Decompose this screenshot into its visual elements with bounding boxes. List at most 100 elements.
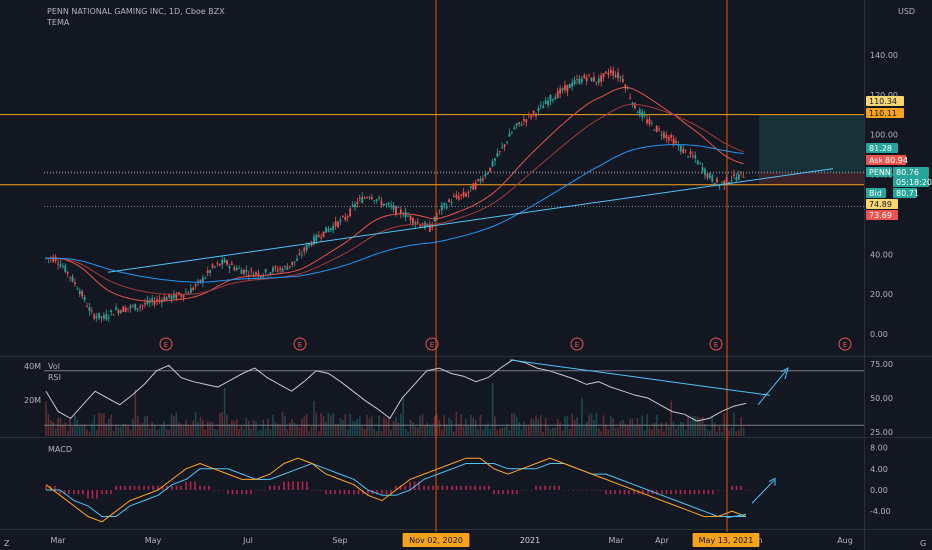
rsi-arrow bbox=[757, 370, 787, 406]
macd-histogram-bar bbox=[427, 485, 430, 490]
macd-histogram-bar bbox=[488, 485, 490, 490]
volume-bar bbox=[740, 416, 742, 436]
macd-histogram-bar bbox=[404, 485, 406, 490]
volume-bar bbox=[583, 427, 586, 436]
volume-bar bbox=[552, 428, 554, 436]
macd-histogram-bar bbox=[217, 490, 220, 491]
volume-bar bbox=[218, 412, 221, 436]
price-label-bg bbox=[893, 167, 929, 177]
macd-histogram-bar bbox=[390, 490, 392, 495]
macd-histogram-bar bbox=[721, 490, 724, 491]
volume-bar bbox=[276, 423, 279, 436]
volume-bar bbox=[416, 427, 419, 436]
volume-bar bbox=[151, 422, 154, 436]
volume-bar bbox=[378, 415, 380, 436]
candle-body bbox=[175, 293, 178, 299]
candle-body bbox=[124, 307, 127, 312]
candle-body bbox=[310, 243, 313, 246]
macd-histogram-bar bbox=[754, 490, 756, 491]
volume-bar bbox=[467, 425, 470, 436]
candle-body bbox=[223, 259, 226, 263]
candle-body bbox=[631, 102, 634, 106]
candle-body bbox=[274, 266, 277, 269]
candle-body bbox=[733, 173, 735, 176]
volume-bar bbox=[315, 412, 318, 436]
candle-body bbox=[460, 194, 463, 196]
candle-body bbox=[590, 77, 593, 82]
candle-body bbox=[684, 149, 687, 151]
candle-body bbox=[740, 171, 743, 173]
volume-bar bbox=[525, 426, 528, 436]
macd-arrow-head bbox=[768, 477, 776, 486]
macd-histogram-bar bbox=[357, 490, 360, 495]
volume-bar bbox=[441, 430, 443, 436]
volume-bar bbox=[267, 419, 269, 436]
x-marker-label: Nov 02, 2020 bbox=[409, 536, 463, 545]
price-label: 05:18:20 bbox=[896, 178, 932, 187]
corner-left-icon[interactable]: Z bbox=[4, 539, 10, 548]
candle-body bbox=[605, 71, 607, 73]
volume-bar bbox=[636, 417, 639, 436]
candle-body bbox=[173, 293, 175, 299]
volume-bar bbox=[713, 422, 716, 436]
price-label: Bid bbox=[869, 189, 882, 198]
macd-histogram-bar bbox=[175, 485, 178, 490]
volume-bar bbox=[223, 388, 226, 436]
x-tick-label: 2021 bbox=[520, 536, 540, 545]
candle-body bbox=[445, 205, 448, 209]
macd-histogram-bar bbox=[59, 490, 61, 495]
candle-body bbox=[387, 203, 390, 205]
macd-histogram-bar bbox=[740, 485, 742, 490]
macd-histogram-bar bbox=[726, 490, 728, 491]
volume-bar bbox=[148, 428, 151, 436]
candle-body bbox=[424, 222, 426, 229]
macd-histogram-bar bbox=[376, 490, 378, 495]
price-label-bg bbox=[893, 188, 917, 198]
volume-bar bbox=[358, 416, 361, 436]
macd-histogram-bar bbox=[325, 490, 327, 495]
macd-histogram-bar bbox=[670, 490, 672, 495]
volume-bar bbox=[173, 416, 175, 436]
volume-bar bbox=[520, 429, 523, 436]
candle-body bbox=[542, 105, 545, 109]
volume-bar bbox=[682, 422, 685, 436]
volume-bar bbox=[76, 419, 79, 436]
volume-bar bbox=[361, 426, 364, 436]
candle-body bbox=[532, 110, 535, 114]
earnings-icon bbox=[425, 337, 439, 351]
price-label-bg bbox=[866, 155, 886, 165]
candle-body bbox=[720, 182, 723, 183]
macd-histogram-bar bbox=[511, 490, 514, 495]
macd-histogram-bar bbox=[567, 490, 570, 491]
volume-bar bbox=[501, 427, 504, 436]
macd-line bbox=[45, 457, 747, 523]
volume-bar bbox=[127, 425, 129, 436]
candle-body bbox=[643, 115, 646, 117]
macd-histogram-bar bbox=[273, 485, 276, 490]
volume-bar bbox=[496, 430, 499, 436]
volume-label: Vol bbox=[48, 362, 60, 371]
macd-histogram-bar bbox=[479, 485, 481, 490]
candle-body bbox=[83, 297, 86, 301]
volume-bar bbox=[397, 422, 400, 436]
candle-body bbox=[561, 88, 564, 91]
macd-histogram-bar bbox=[63, 490, 66, 495]
volume-bar bbox=[433, 416, 436, 436]
corner-right-icon[interactable]: G bbox=[920, 539, 927, 548]
candle-body bbox=[156, 299, 158, 302]
macd-histogram-bar bbox=[399, 485, 402, 490]
volume-bar bbox=[708, 430, 711, 436]
volume-bar bbox=[742, 427, 745, 436]
macd-histogram-bar bbox=[483, 485, 486, 490]
volume-bar bbox=[274, 422, 277, 436]
macd-histogram-bar bbox=[147, 485, 150, 490]
candle-body bbox=[54, 256, 57, 261]
x-tick-label: Sep bbox=[332, 536, 347, 545]
candle-body bbox=[694, 155, 697, 159]
macd-histogram-bar bbox=[647, 490, 649, 495]
candle-body bbox=[653, 129, 656, 131]
candle-body bbox=[349, 208, 352, 217]
candle-body bbox=[607, 72, 610, 75]
